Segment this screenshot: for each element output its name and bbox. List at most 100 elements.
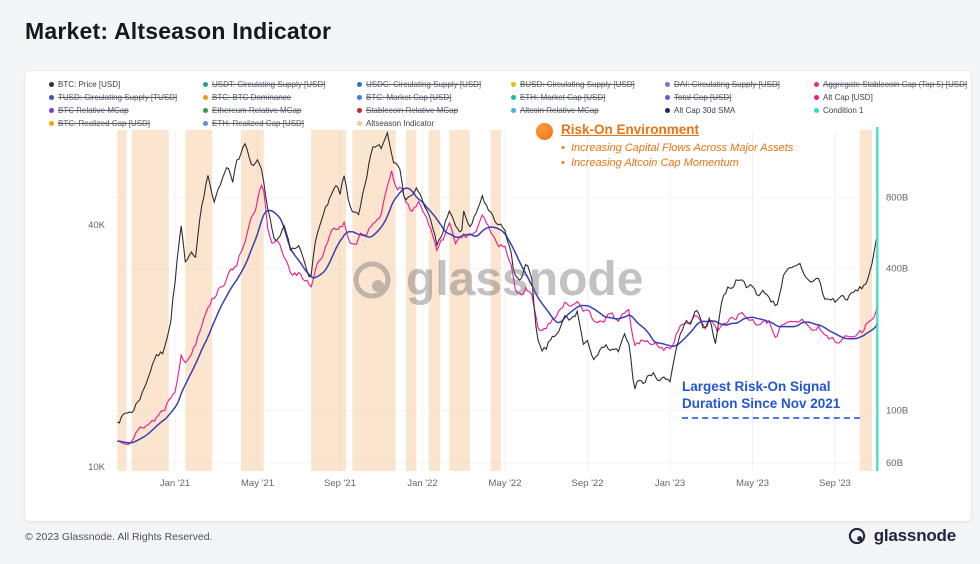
alt-cap-sma-line <box>117 187 879 444</box>
legend-label: Total Cap [USD] <box>674 93 732 102</box>
risk-on-bullet: Increasing Altcoin Cap Momentum <box>561 156 793 171</box>
legend-item[interactable]: ETH: Market Cap [USD] <box>511 93 661 102</box>
legend-dot-icon <box>203 121 208 126</box>
legend-dot-icon <box>203 108 208 113</box>
legend-item[interactable]: BTC: BTC Dominance <box>203 93 353 102</box>
legend-label: Altcoin Relative MCap <box>520 106 599 115</box>
altseason-band <box>406 130 417 471</box>
legend-dot-icon <box>665 108 670 113</box>
right-axis-label: 60B <box>886 458 903 469</box>
left-axis-label: 10K <box>88 462 106 473</box>
x-axis-label: Jan '21 <box>160 478 190 489</box>
risk-on-bullets: Increasing Capital Flows Across Major As… <box>561 141 793 171</box>
legend-item[interactable]: BTC: Realized Cap [USD] <box>49 119 199 128</box>
legend-item[interactable]: Alt Cap 30d SMA <box>665 106 810 115</box>
right-axis-label: 100B <box>886 406 908 417</box>
legend-item[interactable]: Aggregate Stablecoin Cap (Top 5) [USD] <box>814 80 967 89</box>
legend-dot-icon <box>814 82 819 87</box>
duration-annotation: Largest Risk-On Signal Duration Since No… <box>682 378 860 419</box>
glassnode-logo: glassnode <box>847 526 956 546</box>
legend-dot-icon <box>49 108 54 113</box>
legend-item[interactable]: USDC: Circulating Supply [USD] <box>357 80 507 89</box>
legend-dot-icon <box>511 95 516 100</box>
legend-label: Aggregate Stablecoin Cap (Top 5) [USD] <box>823 80 968 89</box>
legend-label: BTC: Market Cap [USD] <box>366 93 452 102</box>
risk-on-circle-icon <box>536 123 553 140</box>
legend-item[interactable]: BTC: Price [USD] <box>49 80 199 89</box>
legend-label: USDC: Circulating Supply [USD] <box>366 80 482 89</box>
duration-line-2: Duration Since Nov 2021 <box>682 396 841 411</box>
legend-dot-icon <box>357 108 362 113</box>
legend-dot-icon <box>357 121 362 126</box>
legend-item[interactable]: Total Cap [USD] <box>665 93 810 102</box>
legend-item[interactable]: Ethereum Relative MCap <box>203 106 353 115</box>
legend-item[interactable]: Condition 1 <box>814 106 967 115</box>
altseason-chart[interactable]: 40K 10K 800B 400B 100B 60B Jan '21 May '21 Sep '… <box>25 125 971 519</box>
copyright-text: © 2023 Glassnode. All Rights Reserved. <box>25 531 213 543</box>
legend-dot-icon <box>357 82 362 87</box>
legend-dot-icon <box>203 95 208 100</box>
legend-item[interactable]: BTC Relative MCap <box>49 106 199 115</box>
x-axis-label: May '23 <box>736 478 769 489</box>
btc-price-line <box>117 130 878 424</box>
legend-dot-icon <box>511 108 516 113</box>
legend-dot-icon <box>49 95 54 100</box>
legend-label: DAI: Circulating Supply [USD] <box>674 80 780 89</box>
duration-line-1: Largest Risk-On Signal <box>682 379 831 394</box>
right-axis-label: 800B <box>886 193 908 204</box>
altseason-band <box>428 130 440 471</box>
legend-label: ETH: Realized Cap [USD] <box>212 119 305 128</box>
x-axis-label: Jan '23 <box>655 478 685 489</box>
altseason-band <box>131 130 169 471</box>
legend-item[interactable]: ETH: Realized Cap [USD] <box>203 119 353 128</box>
legend-item[interactable]: Altcoin Relative MCap <box>511 106 661 115</box>
legend-label: BTC: Price [USD] <box>58 80 121 89</box>
legend-label: BTC: BTC Dominance <box>212 93 292 102</box>
legend-item[interactable]: TUSD: Circulating Supply [TUSD] <box>49 93 199 102</box>
altseason-band <box>241 130 264 471</box>
legend-dot-icon <box>665 95 670 100</box>
legend-item[interactable]: Stablecoin Relative MCap <box>357 106 507 115</box>
x-axis-label: Sep '22 <box>572 478 604 489</box>
legend-label: BTC: Realized Cap [USD] <box>58 119 151 128</box>
legend-item[interactable]: DAI: Circulating Supply [USD] <box>665 80 810 89</box>
legend-dot-icon <box>357 95 362 100</box>
legend-label: ETH: Market Cap [USD] <box>520 93 606 102</box>
risk-on-annotation: Risk-On Environment Increasing Capital F… <box>536 122 793 171</box>
x-axis-label: May '21 <box>241 478 274 489</box>
legend-label: Alt Cap 30d SMA <box>674 106 736 115</box>
legend-dot-icon <box>49 121 54 126</box>
legend-label: BTC Relative MCap <box>58 106 129 115</box>
altseason-band <box>117 130 127 471</box>
x-axis-label: May '22 <box>489 478 522 489</box>
legend-item[interactable]: BTC: Market Cap [USD] <box>357 93 507 102</box>
legend-dot-icon <box>814 95 819 100</box>
legend-label: Condition 1 <box>823 106 864 115</box>
glassnode-logo-icon <box>848 527 865 545</box>
altseason-band <box>185 130 213 471</box>
legend-item[interactable]: Altseason Indicator <box>357 119 507 128</box>
legend-label: BUSD: Circulating Supply [USD] <box>520 80 635 89</box>
x-axis-label: Sep '23 <box>819 478 851 489</box>
altseason-band <box>311 130 347 471</box>
legend-dot-icon <box>511 82 516 87</box>
legend-label: Stablecoin Relative MCap <box>366 106 459 115</box>
altseason-band <box>859 130 873 471</box>
legend-item[interactable]: Alt Cap [USD] <box>814 93 967 102</box>
legend-item[interactable]: USDT: Circulating Supply [USD] <box>203 80 353 89</box>
legend-label: USDT: Circulating Supply [USD] <box>212 80 326 89</box>
chart-card: BTC: Price [USD] USDT: Circulating Supply… <box>24 70 972 522</box>
legend-label: Alt Cap [USD] <box>823 93 873 102</box>
left-axis-label: 40K <box>88 220 106 231</box>
legend-dot-icon <box>814 108 819 113</box>
altseason-band <box>490 130 501 471</box>
x-axis-label: Jan '22 <box>407 478 437 489</box>
alt-cap-line <box>117 170 878 445</box>
legend-label: Altseason Indicator <box>366 119 435 128</box>
legend-item[interactable]: BUSD: Circulating Supply [USD] <box>511 80 661 89</box>
risk-on-title: Risk-On Environment <box>561 122 700 137</box>
legend-dot-icon <box>665 82 670 87</box>
legend-label: TUSD: Circulating Supply [TUSD] <box>58 93 178 102</box>
chart-legend: BTC: Price [USD] USDT: Circulating Supply… <box>49 80 967 128</box>
